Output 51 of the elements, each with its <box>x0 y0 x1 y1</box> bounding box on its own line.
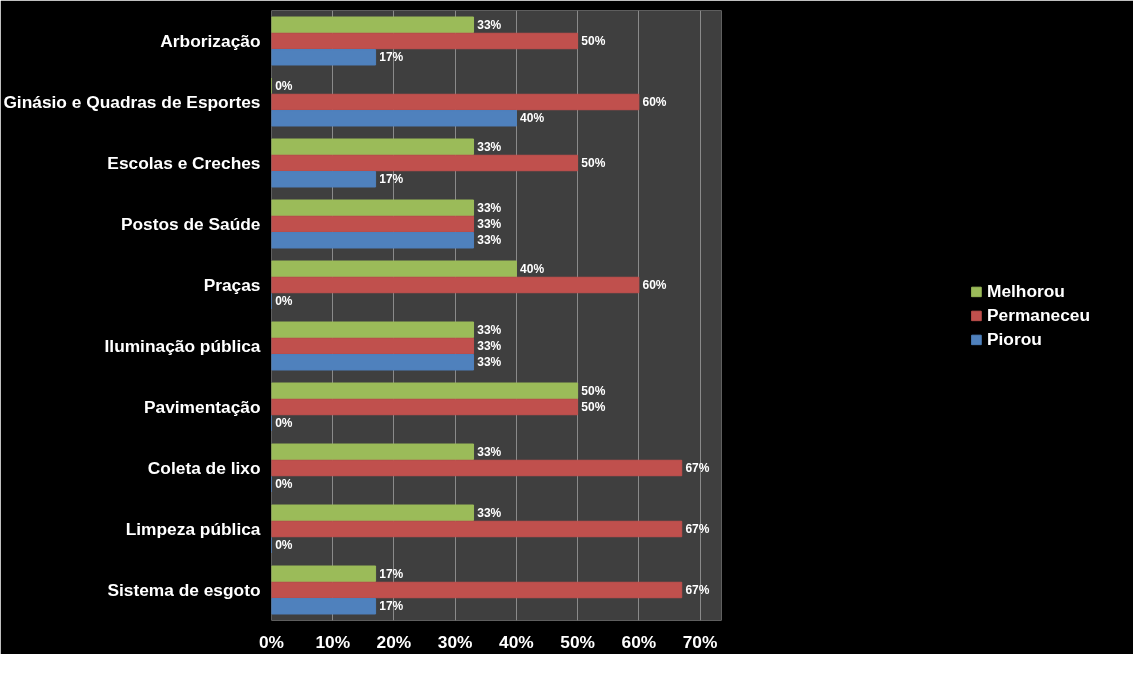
y-tick-label: Arborização <box>160 31 261 51</box>
data-label: 67% <box>685 461 710 475</box>
x-tick-label: 30% <box>437 631 473 652</box>
data-label: 50% <box>581 156 606 170</box>
y-tick-label: Coleta de lixo <box>147 458 261 478</box>
data-label: 33% <box>477 17 502 32</box>
data-label: 17% <box>379 599 404 614</box>
y-tick-label: Escolas e Creches <box>107 153 261 173</box>
data-label: 60% <box>642 95 667 109</box>
data-label: 17% <box>379 50 404 65</box>
data-label: 60% <box>642 278 667 292</box>
data-label: 67% <box>685 522 710 536</box>
data-label: 50% <box>581 383 606 398</box>
legend-label: Permaneceu <box>986 304 1091 326</box>
y-tick-label: Sistema de esgoto <box>107 580 261 600</box>
data-label: 33% <box>477 339 502 353</box>
data-label: 33% <box>477 444 502 459</box>
legend-label: Melhorou <box>986 280 1065 302</box>
y-tick-label: Limpeza pública <box>125 519 261 539</box>
data-label: 33% <box>477 505 502 520</box>
data-label: 0% <box>275 294 293 309</box>
data-label: 33% <box>477 217 502 231</box>
data-label: 0% <box>275 477 293 492</box>
data-label: 33% <box>477 139 502 154</box>
y-tick-label: Praças <box>203 275 261 295</box>
y-tick-label: Ginásio e Quadras de Esportes <box>3 92 261 112</box>
x-tick-label: 40% <box>499 631 534 652</box>
data-label: 40% <box>520 261 545 276</box>
data-label: 33% <box>477 322 502 337</box>
data-label: 33% <box>477 355 502 370</box>
x-tick-label: 70% <box>682 631 718 652</box>
data-label: 33% <box>477 200 502 215</box>
data-label: 0% <box>275 416 293 431</box>
y-tick-label: Iluminação pública <box>104 336 261 356</box>
data-label: 67% <box>685 583 710 597</box>
data-label: 50% <box>581 400 606 414</box>
data-label: 33% <box>477 233 502 248</box>
data-label: 0% <box>275 538 293 553</box>
x-tick-label: 10% <box>315 631 351 652</box>
x-tick-label: 50% <box>560 631 595 652</box>
data-label: 17% <box>379 172 404 187</box>
data-label: 17% <box>379 566 404 581</box>
data-label: 50% <box>581 34 606 48</box>
legend-label: Piorou <box>986 328 1042 350</box>
x-tick-label: 20% <box>376 631 412 652</box>
y-tick-label: Pavimentação <box>143 397 261 417</box>
x-tick-label: 60% <box>621 631 657 652</box>
x-tick-label: 0% <box>258 631 285 652</box>
data-label: 40% <box>520 111 545 126</box>
y-tick-label: Postos de Saúde <box>120 214 261 234</box>
data-label: 0% <box>275 78 293 93</box>
